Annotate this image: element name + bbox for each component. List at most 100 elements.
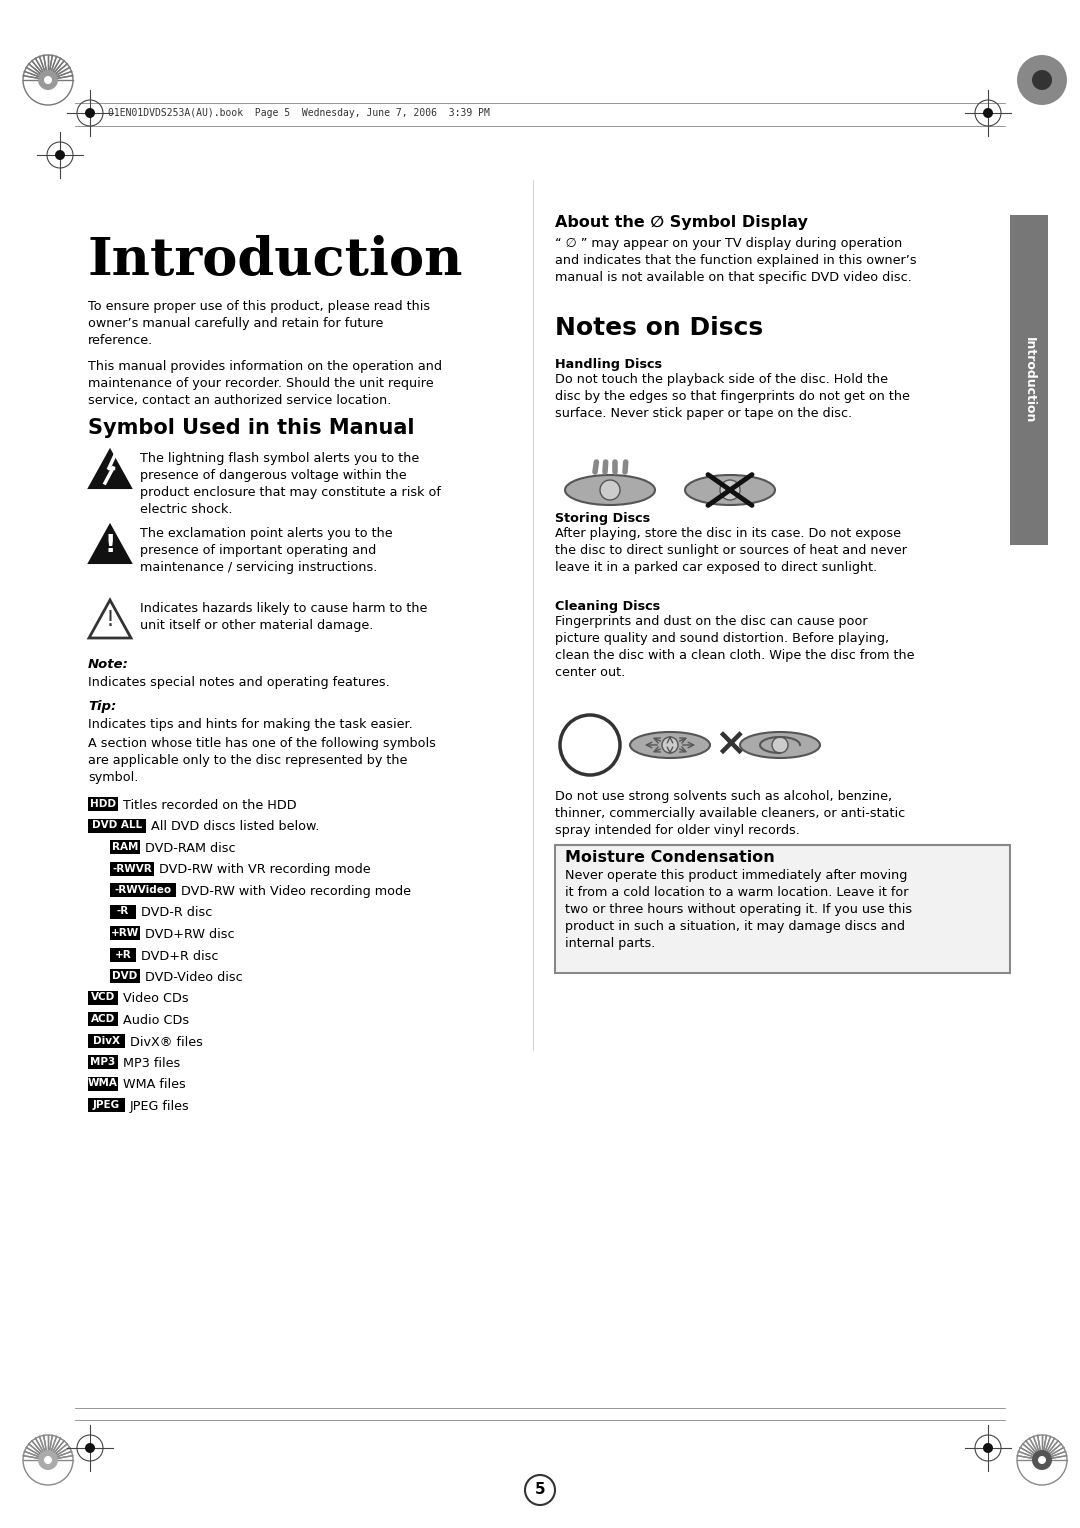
Text: Storing Discs: Storing Discs — [555, 512, 650, 526]
Text: Handling Discs: Handling Discs — [555, 358, 662, 371]
Text: DivX: DivX — [93, 1036, 120, 1045]
FancyBboxPatch shape — [1010, 215, 1048, 545]
Text: Cleaning Discs: Cleaning Discs — [555, 601, 660, 613]
Ellipse shape — [630, 732, 710, 758]
Circle shape — [38, 70, 58, 90]
Text: Audio CDs: Audio CDs — [123, 1015, 189, 1027]
Circle shape — [85, 1442, 95, 1453]
Text: Symbol Used in this Manual: Symbol Used in this Manual — [87, 419, 415, 439]
FancyBboxPatch shape — [87, 1077, 118, 1091]
Text: Introduction: Introduction — [87, 235, 463, 286]
Text: MP3 files: MP3 files — [123, 1057, 180, 1070]
Text: !: ! — [105, 533, 116, 558]
Text: Introduction: Introduction — [1023, 336, 1036, 423]
Circle shape — [38, 1450, 58, 1470]
FancyBboxPatch shape — [110, 969, 139, 983]
Text: A section whose title has one of the following symbols
are applicable only to th: A section whose title has one of the fol… — [87, 736, 436, 784]
Circle shape — [983, 108, 993, 118]
Text: -R: -R — [117, 906, 130, 917]
Text: DivX® files: DivX® files — [130, 1036, 203, 1048]
Text: Fingerprints and dust on the disc can cause poor
picture quality and sound disto: Fingerprints and dust on the disc can ca… — [555, 614, 915, 678]
Text: WMA files: WMA files — [123, 1079, 186, 1091]
Text: WMA: WMA — [87, 1079, 118, 1088]
Text: Indicates hazards likely to cause harm to the
unit itself or other material dama: Indicates hazards likely to cause harm t… — [140, 602, 428, 633]
Text: Note:: Note: — [87, 659, 129, 671]
Text: Indicates tips and hints for making the task easier.: Indicates tips and hints for making the … — [87, 718, 413, 730]
Text: ACD: ACD — [91, 1015, 114, 1024]
Text: “ ∅ ” may appear on your TV display during operation
and indicates that the func: “ ∅ ” may appear on your TV display duri… — [555, 237, 917, 284]
Text: 01EN01DVDS253A(AU).book  Page 5  Wednesday, June 7, 2006  3:39 PM: 01EN01DVDS253A(AU).book Page 5 Wednesday… — [108, 108, 490, 118]
Ellipse shape — [685, 475, 775, 504]
Text: DVD-R disc: DVD-R disc — [141, 906, 213, 920]
FancyBboxPatch shape — [110, 862, 154, 876]
Text: HDD: HDD — [90, 799, 116, 808]
Text: DVD-RW with Video recording mode: DVD-RW with Video recording mode — [180, 885, 410, 898]
FancyBboxPatch shape — [110, 947, 136, 961]
FancyBboxPatch shape — [87, 798, 118, 811]
Circle shape — [1017, 55, 1067, 105]
Text: DVD+RW disc: DVD+RW disc — [145, 927, 234, 941]
Text: All DVD discs listed below.: All DVD discs listed below. — [151, 821, 320, 833]
Text: JPEG: JPEG — [93, 1100, 120, 1109]
Text: MP3: MP3 — [90, 1057, 116, 1067]
Circle shape — [1032, 1450, 1052, 1470]
Circle shape — [662, 736, 678, 753]
FancyBboxPatch shape — [110, 926, 139, 940]
FancyBboxPatch shape — [110, 840, 139, 854]
Text: -RWVideo: -RWVideo — [114, 885, 172, 895]
Text: To ensure proper use of this product, please read this
owner’s manual carefully : To ensure proper use of this product, pl… — [87, 299, 430, 347]
Text: Titles recorded on the HDD: Titles recorded on the HDD — [123, 799, 296, 811]
Text: Do not use strong solvents such as alcohol, benzine,
thinner, commercially avail: Do not use strong solvents such as alcoh… — [555, 790, 905, 837]
Circle shape — [44, 1456, 52, 1464]
Text: Moisture Condensation: Moisture Condensation — [565, 850, 774, 865]
Circle shape — [772, 736, 788, 753]
Text: About the ∅ Symbol Display: About the ∅ Symbol Display — [555, 215, 808, 231]
Text: JPEG files: JPEG files — [130, 1100, 190, 1112]
Text: This manual provides information on the operation and
maintenance of your record: This manual provides information on the … — [87, 361, 442, 406]
Circle shape — [44, 76, 52, 84]
FancyBboxPatch shape — [110, 905, 136, 918]
Ellipse shape — [740, 732, 820, 758]
Text: Tip:: Tip: — [87, 700, 117, 714]
FancyBboxPatch shape — [87, 1033, 125, 1048]
Text: The lightning flash symbol alerts you to the
presence of dangerous voltage withi: The lightning flash symbol alerts you to… — [140, 452, 441, 516]
Polygon shape — [89, 451, 131, 487]
Text: Notes on Discs: Notes on Discs — [555, 316, 764, 341]
Circle shape — [1032, 70, 1052, 90]
Circle shape — [1038, 1456, 1047, 1464]
FancyBboxPatch shape — [87, 819, 147, 833]
Text: After playing, store the disc in its case. Do not expose
the disc to direct sunl: After playing, store the disc in its cas… — [555, 527, 907, 575]
Text: RAM: RAM — [111, 842, 138, 853]
Text: ×: × — [714, 726, 746, 764]
FancyBboxPatch shape — [110, 883, 176, 897]
Text: -RWVR: -RWVR — [112, 863, 152, 874]
Text: Never operate this product immediately after moving
it from a cold location to a: Never operate this product immediately a… — [565, 869, 913, 950]
Text: DVD+R disc: DVD+R disc — [141, 949, 218, 963]
Text: DVD ALL: DVD ALL — [92, 821, 143, 831]
Ellipse shape — [565, 475, 654, 504]
Text: !: ! — [106, 610, 114, 630]
Text: 5: 5 — [535, 1482, 545, 1497]
Text: +RW: +RW — [110, 927, 139, 938]
Polygon shape — [89, 526, 131, 562]
Text: VCD: VCD — [91, 993, 114, 1002]
Text: The exclamation point alerts you to the
presence of important operating and
main: The exclamation point alerts you to the … — [140, 527, 393, 575]
FancyBboxPatch shape — [87, 990, 118, 1004]
Circle shape — [600, 480, 620, 500]
Text: Do not touch the playback side of the disc. Hold the
disc by the edges so that f: Do not touch the playback side of the di… — [555, 373, 909, 420]
Text: DVD-RW with VR recording mode: DVD-RW with VR recording mode — [159, 863, 370, 877]
Text: Video CDs: Video CDs — [123, 993, 188, 1005]
Text: Indicates special notes and operating features.: Indicates special notes and operating fe… — [87, 675, 390, 689]
Text: DVD: DVD — [112, 970, 137, 981]
FancyBboxPatch shape — [87, 1012, 118, 1025]
FancyBboxPatch shape — [555, 845, 1010, 973]
Text: DVD-RAM disc: DVD-RAM disc — [145, 842, 235, 856]
FancyBboxPatch shape — [87, 1099, 125, 1112]
Text: +R: +R — [114, 949, 132, 960]
FancyBboxPatch shape — [87, 1054, 118, 1070]
Text: DVD-Video disc: DVD-Video disc — [145, 970, 242, 984]
Polygon shape — [89, 601, 131, 639]
Circle shape — [983, 1442, 993, 1453]
Circle shape — [85, 108, 95, 118]
Circle shape — [55, 150, 65, 160]
